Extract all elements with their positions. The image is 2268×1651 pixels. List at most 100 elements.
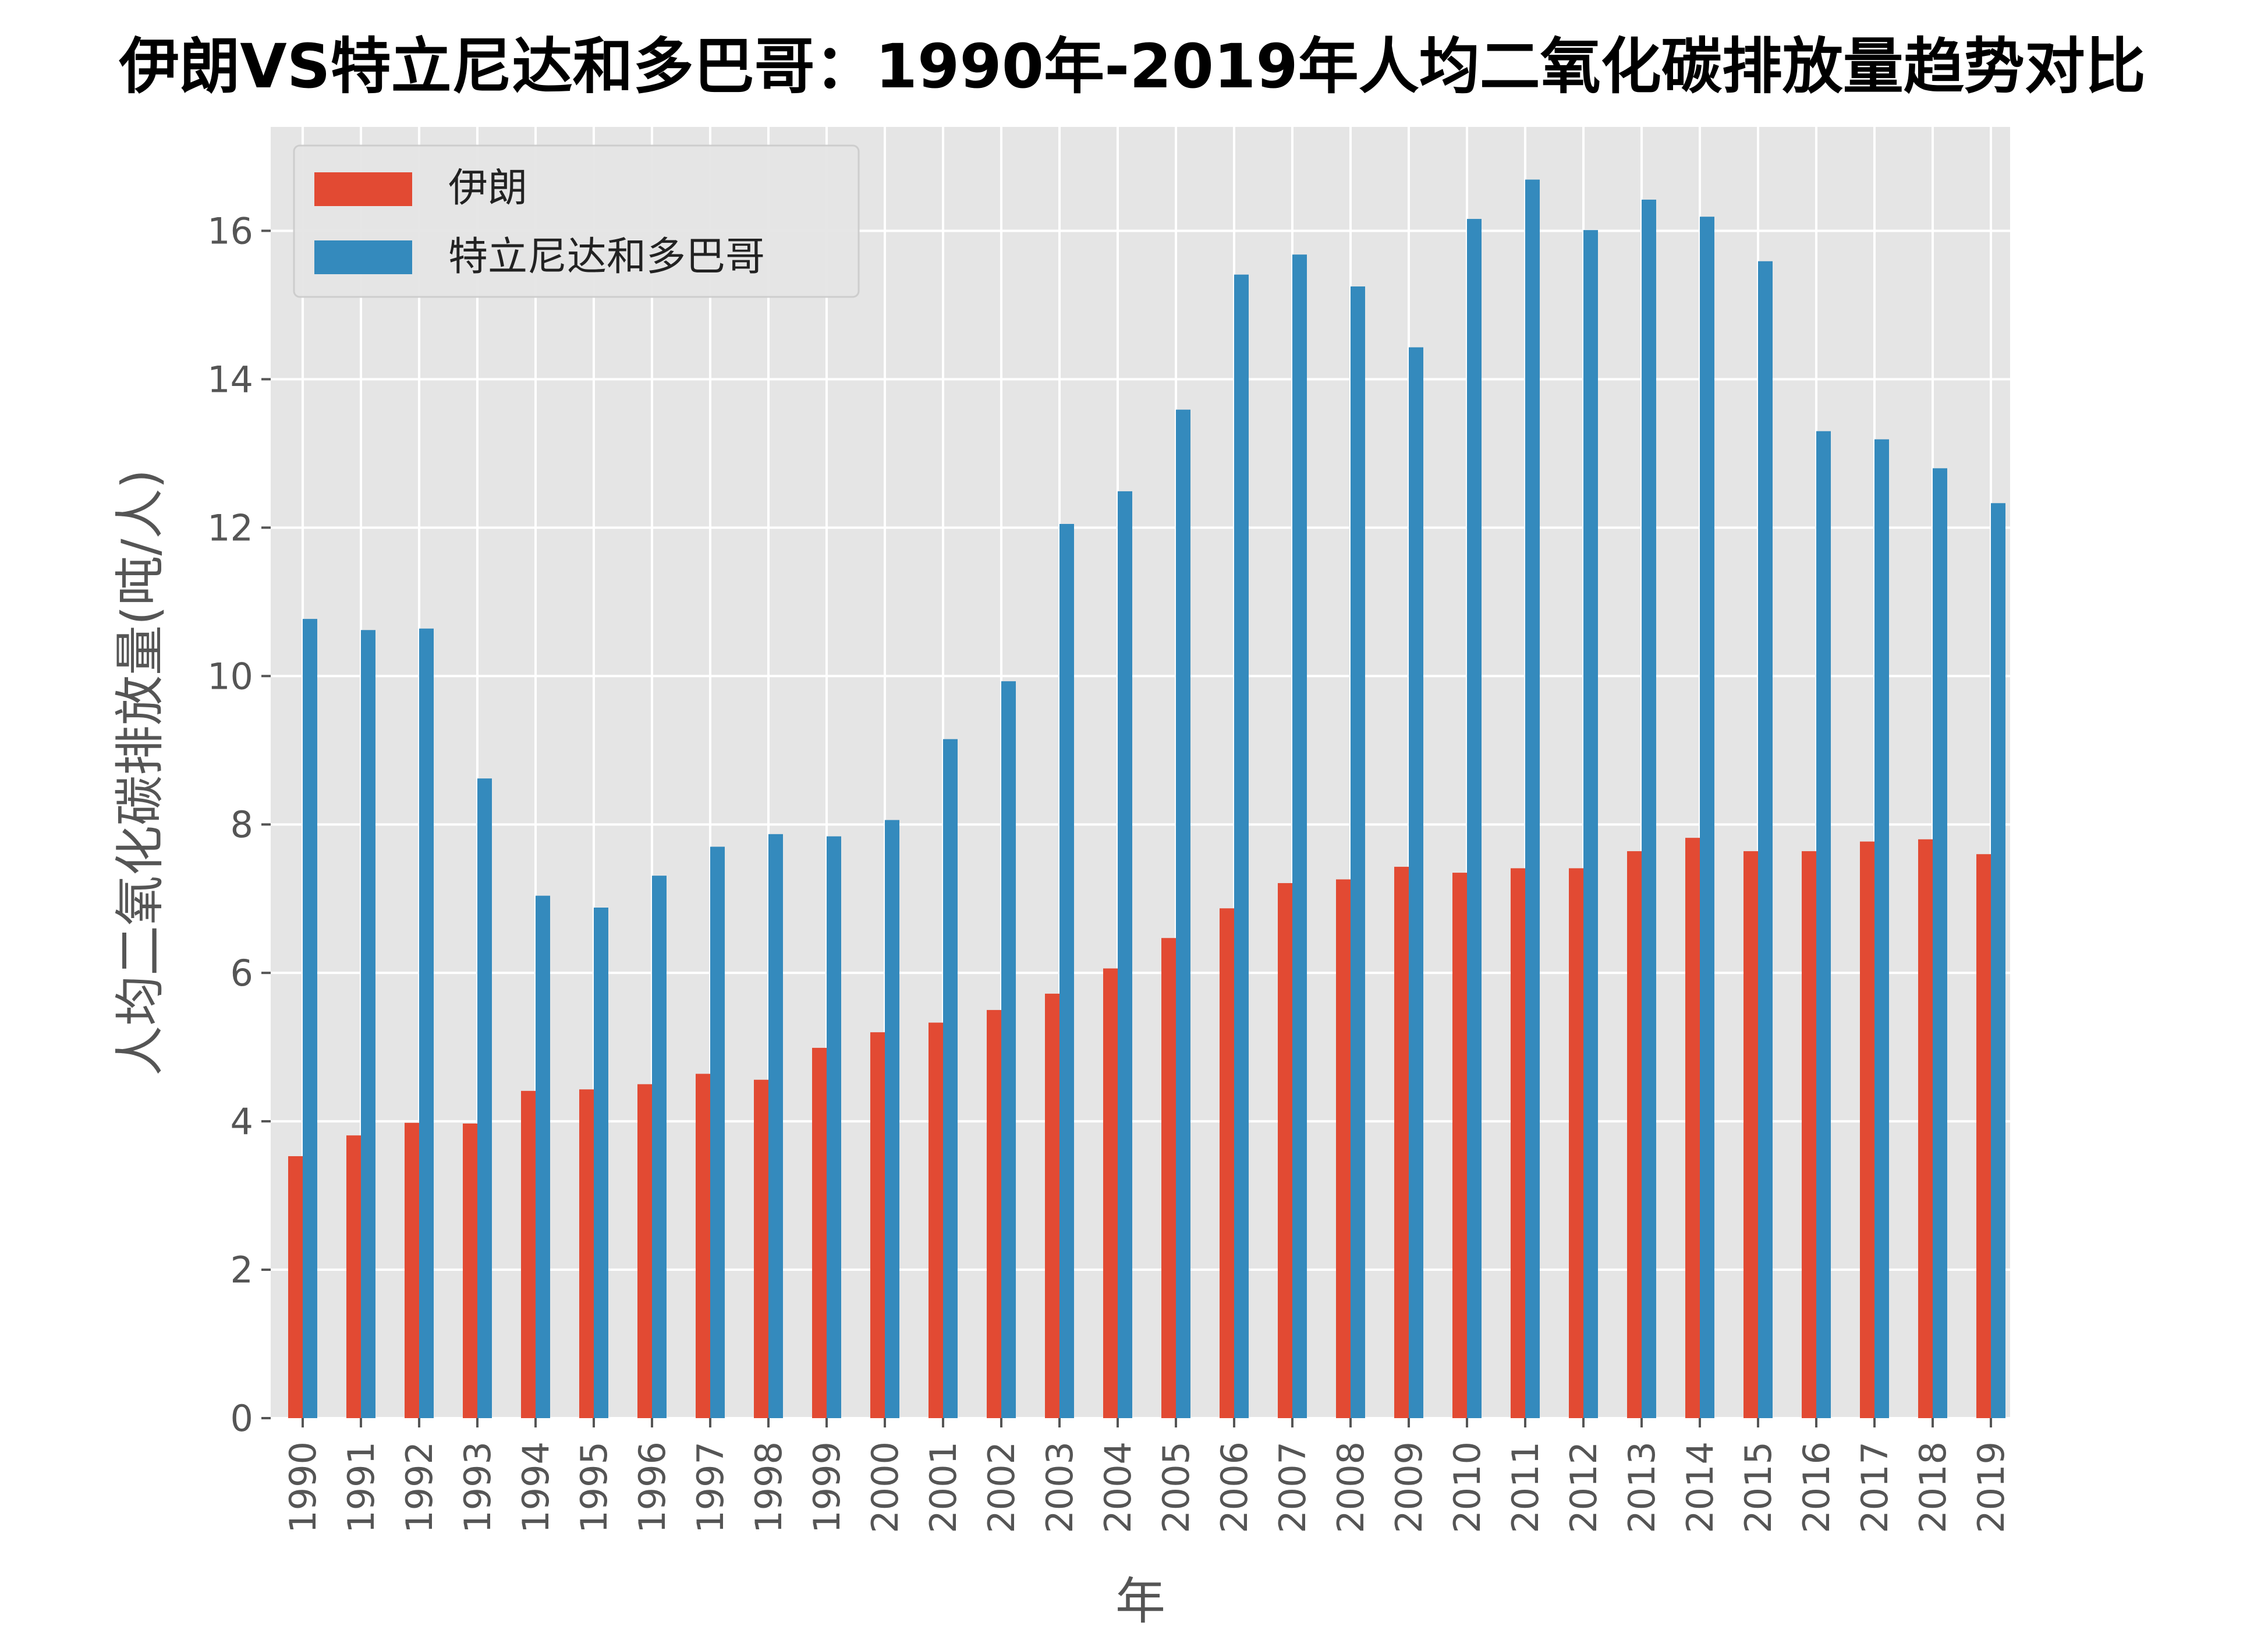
- x-tick-label: 1990: [282, 1441, 324, 1533]
- bar-iran: [696, 1073, 710, 1418]
- y-tick-label: 8: [231, 803, 253, 846]
- bar-trinidad: [477, 778, 492, 1418]
- bar-trinidad: [303, 619, 317, 1418]
- bar-trinidad: [1292, 254, 1307, 1418]
- x-tick-label: 2010: [1446, 1441, 1489, 1533]
- bar-iran: [812, 1047, 827, 1418]
- bar-trinidad: [1700, 217, 1714, 1418]
- bar-trinidad: [1816, 431, 1831, 1418]
- bar-trinidad: [1059, 523, 1074, 1419]
- bar-iran: [1569, 868, 1583, 1418]
- y-tick-label: 6: [231, 952, 253, 994]
- bar-iran: [637, 1084, 652, 1418]
- bar-iran: [1278, 883, 1292, 1418]
- x-axis-ticks: 1990 1991 1992 1993 1994 1995 1996 1997 1998 1999…: [282, 1418, 2012, 1533]
- bar-trinidad: [1234, 274, 1249, 1418]
- bar-iran: [1336, 879, 1351, 1418]
- x-tick-label: 2015: [1737, 1441, 1780, 1533]
- bar-iran: [1045, 993, 1059, 1418]
- bar-iran: [1918, 839, 1933, 1418]
- y-tick-label: 12: [207, 506, 253, 549]
- x-tick-label: 2002: [980, 1441, 1023, 1533]
- bar-iran: [579, 1089, 594, 1418]
- y-tick-label: 10: [207, 655, 253, 697]
- x-tick-label: 1997: [689, 1441, 732, 1533]
- bar-iran: [1161, 938, 1176, 1418]
- bar-trinidad: [1525, 179, 1540, 1418]
- bar-iran: [987, 1009, 1001, 1418]
- bar-iran: [1860, 841, 1874, 1418]
- x-tick-label: 2019: [1970, 1441, 2012, 1533]
- y-tick-label: 16: [207, 210, 253, 252]
- x-tick-label: 2000: [864, 1441, 906, 1533]
- bar-trinidad: [361, 630, 375, 1418]
- y-axis-ticks: 0 2 4 6 8 10 12 14 16: [207, 210, 271, 1440]
- bar-iran: [870, 1032, 885, 1418]
- bar-trinidad: [1001, 681, 1016, 1418]
- bar-trinidad: [1991, 503, 2005, 1418]
- x-tick-label: 2008: [1330, 1441, 1372, 1533]
- bar-iran: [405, 1122, 419, 1418]
- bar-iran: [1103, 968, 1118, 1418]
- bar-trinidad: [652, 876, 667, 1418]
- x-tick-label: 2009: [1388, 1441, 1430, 1533]
- x-tick-label: 1996: [631, 1441, 674, 1533]
- x-axis-label: 年: [1115, 1572, 1165, 1631]
- bar-iran: [346, 1135, 361, 1418]
- x-tick-label: 2017: [1854, 1441, 1896, 1533]
- y-tick-label: 0: [231, 1397, 253, 1440]
- bar-iran: [929, 1022, 943, 1418]
- bar-iran: [288, 1156, 303, 1418]
- bar-trinidad: [1583, 230, 1598, 1418]
- bar-trinidad: [1933, 468, 1947, 1418]
- bar-trinidad: [1467, 219, 1482, 1418]
- y-tick-label: 2: [231, 1249, 253, 1291]
- x-tick-label: 1999: [806, 1441, 848, 1533]
- x-tick-label: 2003: [1039, 1441, 1081, 1533]
- x-tick-label: 2001: [922, 1441, 965, 1533]
- x-tick-label: 1993: [456, 1441, 499, 1533]
- y-axis-label: 人均二氧化碳排放量(吨/人): [111, 469, 169, 1076]
- x-tick-label: 2014: [1679, 1441, 1721, 1533]
- x-tick-label: 2011: [1504, 1441, 1547, 1533]
- x-tick-label: 1992: [398, 1441, 441, 1533]
- legend-box: [293, 144, 860, 298]
- bar-trinidad: [1351, 286, 1365, 1418]
- bar-iran: [1452, 873, 1467, 1418]
- bar-iran: [1394, 866, 1409, 1418]
- bar-trinidad: [1874, 439, 1889, 1418]
- bar-trinidad: [768, 834, 783, 1418]
- bar-trinidad: [1118, 491, 1132, 1418]
- legend-label-trinidad: 特立尼达和多巴哥: [448, 234, 765, 280]
- bar-iran: [754, 1079, 768, 1418]
- x-tick-label: 2006: [1213, 1441, 1256, 1533]
- bar-iran: [521, 1090, 536, 1418]
- legend: 伊朗 特立尼达和多巴哥: [293, 144, 860, 298]
- bar-iran: [1976, 854, 1991, 1418]
- legend-swatch-iran: [314, 172, 412, 206]
- x-tick-label: 1994: [515, 1441, 557, 1533]
- bar-trinidad: [419, 628, 434, 1418]
- bar-iran: [1220, 908, 1234, 1418]
- bar-trinidad: [943, 739, 958, 1418]
- bar-trinidad: [885, 820, 899, 1418]
- y-tick-label: 4: [231, 1100, 253, 1143]
- plot-area: [271, 127, 2010, 1418]
- bar-trinidad: [710, 846, 725, 1418]
- bar-iran: [1743, 851, 1758, 1418]
- bar-trinidad: [1758, 261, 1773, 1418]
- x-tick-label: 2018: [1912, 1441, 1954, 1533]
- bar-trinidad: [827, 836, 841, 1418]
- bar-iran: [1511, 868, 1525, 1418]
- bar-iran: [1802, 851, 1816, 1418]
- bar-iran: [463, 1123, 477, 1418]
- x-tick-label: 2005: [1155, 1441, 1197, 1533]
- bar-trinidad: [1642, 199, 1656, 1418]
- x-tick-label: 2004: [1097, 1441, 1139, 1533]
- bar-trinidad: [536, 895, 550, 1418]
- bar-trinidad: [1176, 409, 1190, 1418]
- x-tick-label: 2007: [1271, 1441, 1314, 1533]
- legend-swatch-trinidad: [314, 240, 412, 274]
- chart-title: 伊朗VS特立尼达和多巴哥：1990年-2019年人均二氧化碳排放量趋势对比: [118, 31, 2145, 102]
